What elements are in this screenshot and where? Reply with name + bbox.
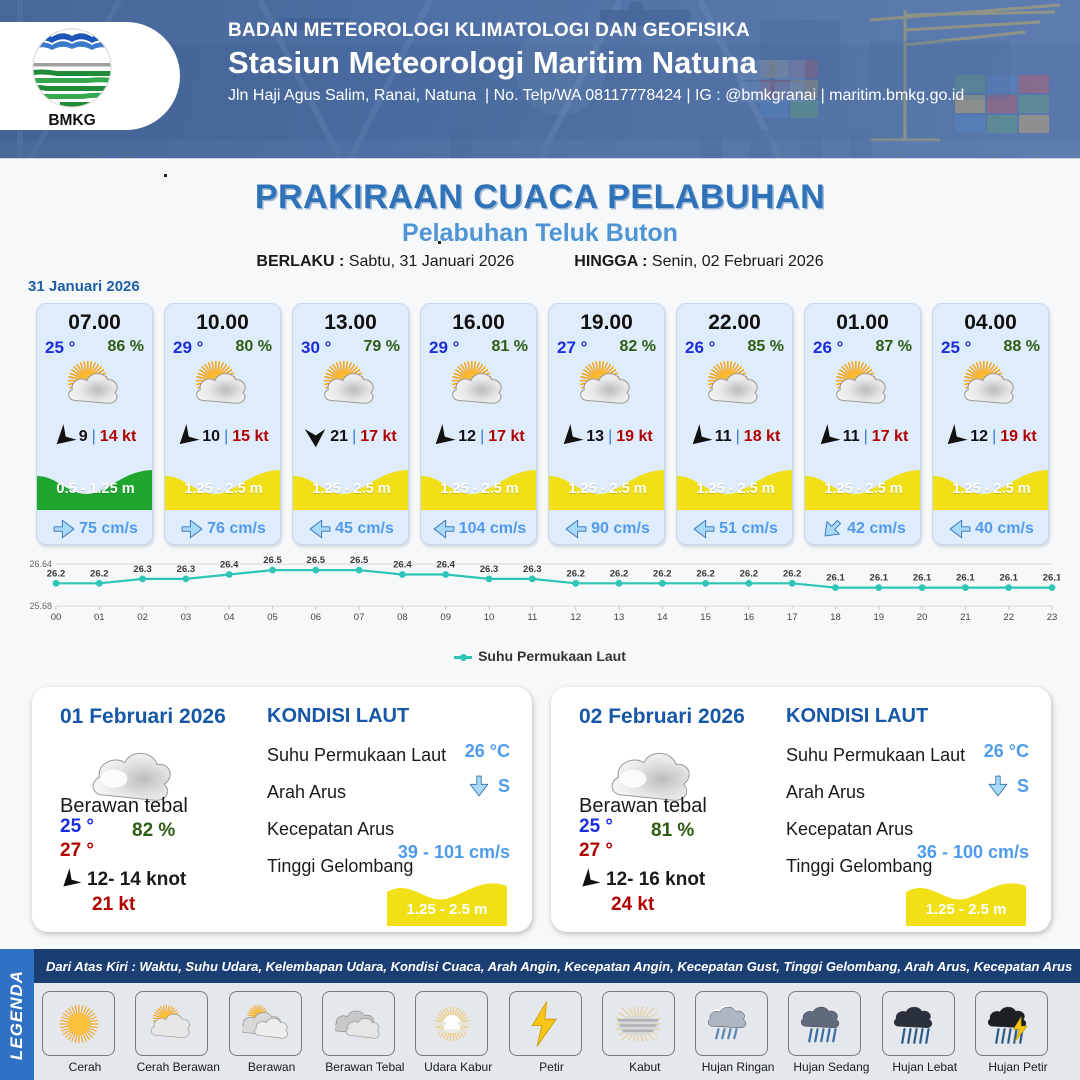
svg-text:08: 08 bbox=[397, 612, 408, 623]
svg-text:26.4: 26.4 bbox=[436, 560, 455, 571]
svg-text:06: 06 bbox=[311, 612, 322, 623]
svg-text:01: 01 bbox=[94, 612, 105, 623]
svg-text:26.5: 26.5 bbox=[350, 555, 369, 566]
svg-text:26.2: 26.2 bbox=[740, 568, 759, 579]
svg-text:26.2: 26.2 bbox=[610, 568, 629, 579]
svg-text:13: 13 bbox=[614, 612, 625, 623]
svg-text:1.25 - 2.5 m: 1.25 - 2.5 m bbox=[926, 901, 1007, 918]
svg-text:04: 04 bbox=[224, 612, 235, 623]
svg-text:26.1: 26.1 bbox=[826, 573, 845, 584]
svg-text:16: 16 bbox=[744, 612, 755, 623]
svg-text:BMKG: BMKG bbox=[48, 112, 95, 128]
svg-text:23: 23 bbox=[1047, 612, 1058, 623]
svg-text:22: 22 bbox=[1003, 612, 1014, 623]
svg-text:26.3: 26.3 bbox=[133, 564, 152, 575]
svg-text:26.1: 26.1 bbox=[999, 573, 1018, 584]
svg-text:20: 20 bbox=[917, 612, 928, 623]
svg-text:26.4: 26.4 bbox=[393, 560, 412, 571]
svg-text:26.3: 26.3 bbox=[523, 564, 542, 575]
svg-text:03: 03 bbox=[181, 612, 192, 623]
svg-text:19: 19 bbox=[874, 612, 885, 623]
svg-text:15: 15 bbox=[700, 612, 711, 623]
svg-text:21: 21 bbox=[960, 612, 971, 623]
svg-text:26.2: 26.2 bbox=[566, 568, 585, 579]
svg-text:26.2: 26.2 bbox=[47, 568, 66, 579]
svg-text:05: 05 bbox=[267, 612, 278, 623]
svg-text:00: 00 bbox=[51, 612, 62, 623]
svg-text:26.1: 26.1 bbox=[1043, 573, 1060, 584]
svg-text:17: 17 bbox=[787, 612, 798, 623]
svg-text:26.5: 26.5 bbox=[307, 555, 326, 566]
svg-text:26.1: 26.1 bbox=[956, 573, 975, 584]
svg-text:26.1: 26.1 bbox=[913, 573, 932, 584]
svg-text:14: 14 bbox=[657, 612, 668, 623]
svg-text:09: 09 bbox=[440, 612, 451, 623]
svg-text:12: 12 bbox=[570, 612, 581, 623]
svg-text:26.1: 26.1 bbox=[870, 573, 889, 584]
svg-text:07: 07 bbox=[354, 612, 365, 623]
svg-text:26.3: 26.3 bbox=[480, 564, 499, 575]
svg-text:26.4: 26.4 bbox=[220, 560, 239, 571]
svg-text:26.2: 26.2 bbox=[653, 568, 672, 579]
svg-text:26.2: 26.2 bbox=[90, 568, 109, 579]
svg-text:26.5: 26.5 bbox=[263, 555, 282, 566]
svg-text:1.25 - 2.5 m: 1.25 - 2.5 m bbox=[407, 901, 488, 918]
svg-text:18: 18 bbox=[830, 612, 841, 623]
svg-text:02: 02 bbox=[137, 612, 148, 623]
svg-text:11: 11 bbox=[527, 612, 537, 623]
svg-text:26.3: 26.3 bbox=[177, 564, 196, 575]
svg-text:26.2: 26.2 bbox=[783, 568, 802, 579]
svg-text:26.2: 26.2 bbox=[696, 568, 715, 579]
svg-text:10: 10 bbox=[484, 612, 495, 623]
svg-text:25.68: 25.68 bbox=[29, 601, 52, 611]
